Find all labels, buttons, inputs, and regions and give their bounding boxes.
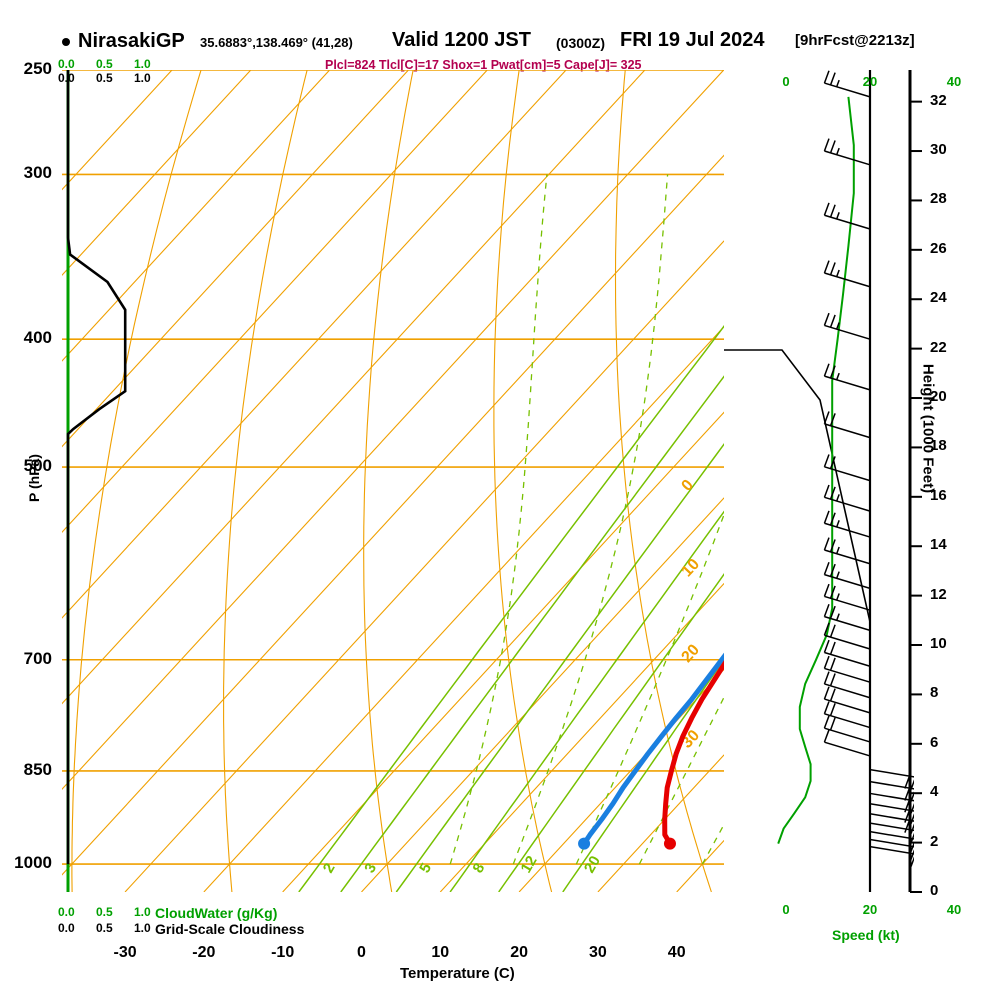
height-tick-22: 22 — [930, 338, 947, 356]
svg-text:2: 2 — [320, 860, 339, 876]
height-tick-4: 4 — [930, 783, 939, 801]
valid-time: Valid 1200 JST — [392, 29, 531, 51]
height-tick-12: 12 — [930, 585, 947, 603]
pressure-tick-850: 850 — [23, 759, 52, 779]
speed-tick-top-40: 40 — [946, 74, 962, 89]
height-tick-24: 24 — [930, 289, 947, 307]
height-tick-20: 20 — [930, 388, 947, 406]
speed-tick-top-20: 20 — [862, 74, 878, 89]
station-name: NirasakiGP — [78, 30, 185, 52]
valid-date: FRI 19 Jul 2024 — [620, 29, 765, 51]
height-tick-26: 26 — [930, 239, 947, 257]
speed-axis-label: Speed (kt) — [832, 927, 900, 943]
temperature-tick-10: 10 — [431, 944, 450, 961]
pressure-tick-400: 400 — [23, 328, 52, 348]
speed-tick-bottom-0: 0 — [782, 902, 790, 917]
valid-time-zulu: (0300Z) — [556, 35, 606, 51]
pressure-tick-1000: 1000 — [14, 853, 52, 873]
cloudwater-axis-label: CloudWater (g/Kg) — [155, 905, 278, 921]
height-axis — [908, 70, 922, 893]
height-tick-0: 0 — [930, 882, 939, 899]
pressure-tick-300: 300 — [23, 163, 52, 183]
height-tick-30: 30 — [930, 141, 947, 159]
height-tick-28: 28 — [930, 190, 947, 208]
speed-tick-bottom-40: 40 — [946, 902, 962, 917]
wind-barb-panel — [724, 70, 914, 892]
svg-text:5: 5 — [416, 860, 435, 876]
svg-text:20: 20 — [678, 641, 703, 666]
temperature-tick-0: 0 — [357, 944, 366, 961]
height-tick-10: 10 — [930, 635, 947, 652]
speed-tick-bottom-20: 20 — [862, 902, 878, 917]
sounding-parameters: Plcl=824 Tlcl[C]=17 Shox=1 Pwat[cm]=5 Ca… — [325, 58, 642, 72]
pressure-tick-250: 250 — [23, 59, 52, 78]
height-tick-16: 16 — [930, 486, 947, 504]
svg-text:20: 20 — [581, 853, 604, 876]
svg-text:10: 10 — [678, 556, 703, 581]
temperature-tick-20: 20 — [510, 944, 528, 961]
height-tick-32: 32 — [930, 91, 947, 109]
height-tick-18: 18 — [930, 437, 947, 455]
speed-tick-top-0: 0 — [782, 74, 790, 89]
height-tick-2: 2 — [930, 832, 939, 850]
cloudiness-axis-label: Grid-Scale Cloudiness — [155, 921, 305, 937]
temperature-axis-label: Temperature (C) — [400, 965, 515, 982]
temperature-tick--30: -30 — [113, 944, 137, 961]
forecast-tag: [9hrFcst@2213z] — [795, 32, 915, 49]
svg-text:3: 3 — [361, 860, 380, 876]
temperature-tick--20: -20 — [192, 944, 216, 961]
svg-text:8: 8 — [469, 860, 488, 876]
station-marker-icon — [62, 38, 70, 46]
height-tick-6: 6 — [930, 733, 939, 751]
height-tick-8: 8 — [930, 684, 939, 702]
pressure-tick-500: 500 — [23, 456, 52, 476]
temperature-tick-40: 40 — [667, 944, 686, 961]
svg-text:12: 12 — [518, 853, 541, 876]
temperature-tick-30: 30 — [588, 944, 607, 961]
pressure-tick-700: 700 — [23, 648, 52, 668]
height-tick-14: 14 — [930, 536, 947, 554]
pressure-axis-label: P (hPa) — [26, 454, 42, 502]
temperature-tick--10: -10 — [271, 944, 295, 961]
station-coordinates: 35.6883°,138.469° (41,28) — [200, 35, 353, 50]
